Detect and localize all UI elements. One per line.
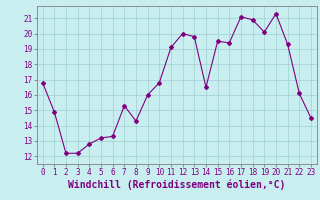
X-axis label: Windchill (Refroidissement éolien,°C): Windchill (Refroidissement éolien,°C) [68,180,285,190]
